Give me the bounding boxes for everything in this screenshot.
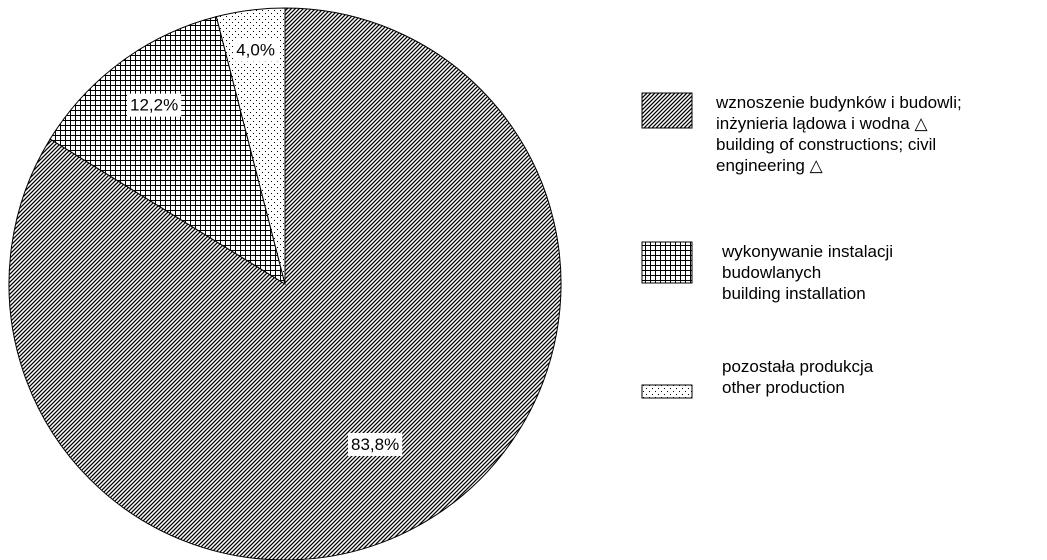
pie-slice: [215, 7, 286, 285]
legend-swatch: [641, 92, 693, 129]
data-label: 4,0%: [236, 41, 275, 60]
data-label-background: [348, 432, 403, 456]
legend-label: wykonywanie instalacji budowlanych build…: [722, 242, 894, 303]
legend-label: pozostała produkcja other production: [722, 357, 874, 397]
legend-swatch: [641, 384, 693, 399]
legend-label: wznoszenie budynków i budowli; inżynieri…: [716, 93, 962, 175]
pie-slice: [8, 7, 562, 560]
data-label: 83,8%: [351, 435, 399, 454]
data-label: 12,2%: [130, 96, 178, 115]
pie-slice: [49, 16, 286, 286]
legend-swatch: [641, 241, 693, 284]
data-label-background: [233, 38, 278, 62]
data-label-background: [126, 93, 182, 117]
